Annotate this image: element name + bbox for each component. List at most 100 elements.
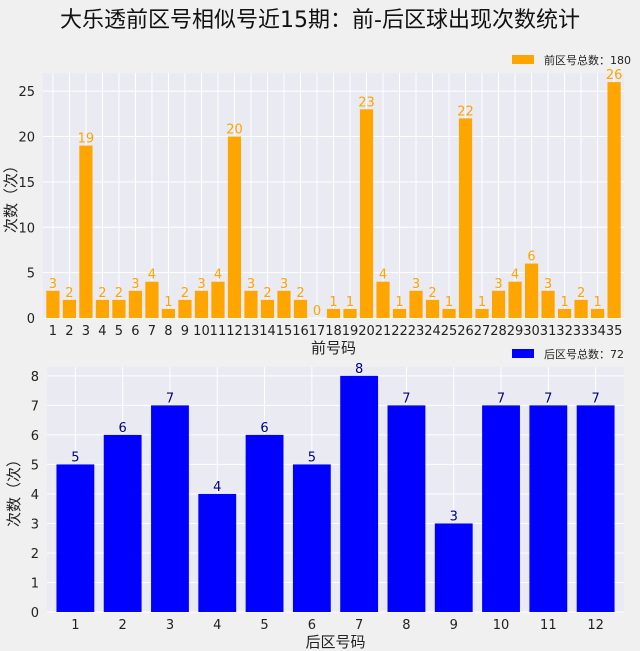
bar-value-label: 1: [593, 295, 601, 310]
x-tick-label: 13: [243, 324, 260, 339]
y-tick-label: 10: [18, 221, 35, 236]
bar: [194, 290, 209, 318]
bar-value-label: 6: [119, 421, 127, 436]
bar: [227, 136, 242, 318]
x-tick-label: 12: [587, 618, 604, 633]
legend-label: 前区号总数：180: [544, 53, 631, 67]
y-tick-label: 15: [18, 176, 35, 191]
bar: [292, 464, 331, 612]
bar-value-label: 5: [71, 450, 79, 465]
bar: [576, 405, 615, 612]
bar: [607, 82, 621, 319]
bar: [475, 308, 489, 318]
y-tick-label: 5: [31, 458, 39, 473]
bar: [244, 290, 258, 318]
bar: [46, 290, 60, 318]
y-tick-label: 20: [18, 131, 35, 146]
x-tick-label: 3: [166, 618, 174, 633]
y-tick-label: 2: [31, 547, 39, 562]
bar-value-label: 0: [313, 304, 321, 319]
bar-value-label: 3: [412, 277, 420, 292]
figure-title: 大乐透前区号相似号近15期：前-后区球出现次数统计: [60, 8, 580, 33]
bar: [326, 308, 341, 318]
bar-value-label: 2: [263, 286, 271, 301]
bar: [56, 464, 95, 612]
bar: [524, 263, 539, 318]
bar: [458, 118, 473, 319]
bar-value-label: 3: [544, 277, 552, 292]
bar-value-label: 3: [280, 277, 288, 292]
front-zone-chart: 0510152025312219324253647182931041120123…: [2, 53, 631, 357]
bar-value-label: 6: [527, 250, 535, 265]
bar: [376, 281, 390, 318]
x-tick-label: 21: [375, 324, 392, 339]
bar: [161, 308, 176, 318]
y-tick-label: 4: [31, 488, 39, 503]
x-tick-label: 4: [98, 324, 106, 339]
x-tick-label: 20: [358, 324, 375, 339]
bar-value-label: 7: [402, 391, 410, 406]
bar-value-label: 5: [308, 450, 316, 465]
bar: [343, 308, 357, 318]
bar-value-label: 4: [148, 268, 156, 283]
y-tick-label: 0: [27, 312, 35, 327]
x-tick-label: 10: [493, 618, 510, 633]
bar: [442, 308, 456, 318]
bar-value-label: 2: [181, 286, 189, 301]
y-axis-label: 次数（次）: [5, 452, 23, 527]
x-tick-label: 9: [450, 618, 458, 633]
x-axis-label: 前号码: [311, 339, 356, 357]
bar: [145, 281, 159, 318]
x-tick-label: 2: [119, 618, 127, 633]
x-tick-label: 3: [82, 324, 90, 339]
x-tick-label: 26: [457, 324, 474, 339]
bar: [590, 308, 605, 318]
x-tick-label: 2: [65, 324, 73, 339]
bar-value-label: 22: [457, 104, 474, 119]
x-tick-label: 7: [355, 618, 363, 633]
bar-value-label: 3: [197, 277, 205, 292]
x-axis-label: 后区号码: [305, 633, 365, 651]
bar: [387, 405, 426, 612]
x-tick-label: 24: [424, 324, 441, 339]
y-tick-label: 0: [31, 606, 39, 621]
bar: [491, 290, 506, 318]
bar: [425, 299, 440, 318]
bar-value-label: 2: [98, 286, 106, 301]
x-tick-label: 19: [342, 324, 359, 339]
y-tick-label: 1: [31, 576, 39, 591]
bar-value-label: 1: [478, 295, 486, 310]
x-tick-label: 12: [226, 324, 243, 339]
bar: [482, 405, 520, 612]
bar: [95, 299, 110, 318]
bar-value-label: 4: [213, 480, 221, 495]
bar-value-label: 2: [296, 286, 304, 301]
x-tick-label: 5: [115, 324, 123, 339]
x-tick-label: 4: [213, 618, 221, 633]
x-tick-label: 35: [606, 324, 623, 339]
bar: [574, 299, 588, 318]
bar-value-label: 2: [577, 286, 585, 301]
x-tick-label: 9: [181, 324, 189, 339]
bar-value-label: 1: [164, 295, 172, 310]
bar-value-label: 2: [428, 286, 436, 301]
bar-value-label: 7: [497, 391, 505, 406]
legend-label: 后区号总数：72: [544, 347, 624, 361]
bar-value-label: 4: [379, 268, 387, 283]
x-tick-label: 14: [259, 324, 276, 339]
bar: [293, 299, 308, 318]
bar: [245, 434, 284, 612]
bar: [198, 493, 237, 612]
bar: [62, 299, 77, 318]
x-tick-label: 25: [441, 324, 458, 339]
bar: [392, 308, 407, 318]
y-tick-label: 5: [27, 267, 35, 282]
bar-value-label: 3: [494, 277, 502, 292]
bar-value-label: 3: [450, 509, 458, 524]
x-tick-label: 23: [408, 324, 425, 339]
legend-swatch: [512, 349, 534, 358]
bar: [340, 375, 379, 612]
x-tick-label: 8: [164, 324, 172, 339]
bar-value-label: 23: [358, 95, 375, 110]
